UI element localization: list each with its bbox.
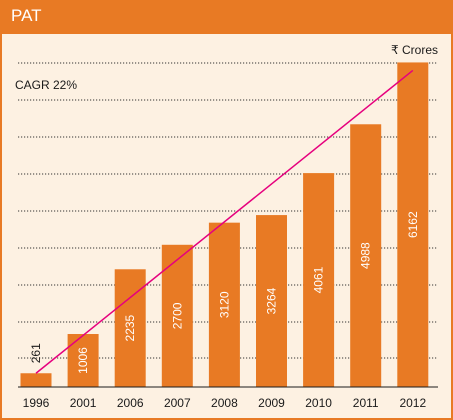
value-label-1996: 261	[29, 343, 43, 363]
value-label-2006: 2235	[123, 314, 137, 341]
x-tick-2009: 2009	[258, 396, 285, 410]
value-label-2008: 3120	[217, 291, 231, 318]
x-tick-2001: 2001	[70, 396, 97, 410]
value-label-2007: 2700	[170, 302, 184, 329]
cagr-trend-line	[35, 69, 414, 374]
bar-2008	[208, 222, 240, 387]
bar-2010	[303, 173, 335, 387]
x-tick-1996: 1996	[23, 396, 50, 410]
chart-title: PAT	[11, 6, 42, 25]
value-label-2011: 4988	[359, 242, 373, 269]
x-tick-2007: 2007	[164, 396, 191, 410]
chart-header: PAT	[2, 2, 451, 34]
unit-label: ₹ Crores	[391, 43, 438, 57]
x-tick-2011: 2011	[353, 396, 379, 410]
value-label-2010: 4061	[312, 266, 326, 293]
x-tick-2006: 2006	[117, 396, 144, 410]
bar-2011	[350, 124, 382, 387]
x-tick-2010: 2010	[305, 396, 332, 410]
x-tick-2008: 2008	[211, 396, 238, 410]
value-label-2012: 6162	[406, 211, 420, 238]
bar-2009	[256, 215, 287, 387]
bars: 261 1006 2235 2700 3120 3264 4061 4988 6162	[20, 62, 429, 387]
bar-1996	[20, 373, 52, 387]
x-tick-2012: 2012	[399, 396, 426, 410]
x-tick-labels: 1996 2001 2006 2007 2008 2009 2010 2011 2012	[23, 396, 427, 410]
value-label-2001: 1006	[76, 347, 90, 374]
bar-2012	[397, 62, 429, 387]
value-label-2009: 3264	[265, 287, 279, 314]
cagr-annotation: CAGR 22%	[15, 78, 77, 92]
